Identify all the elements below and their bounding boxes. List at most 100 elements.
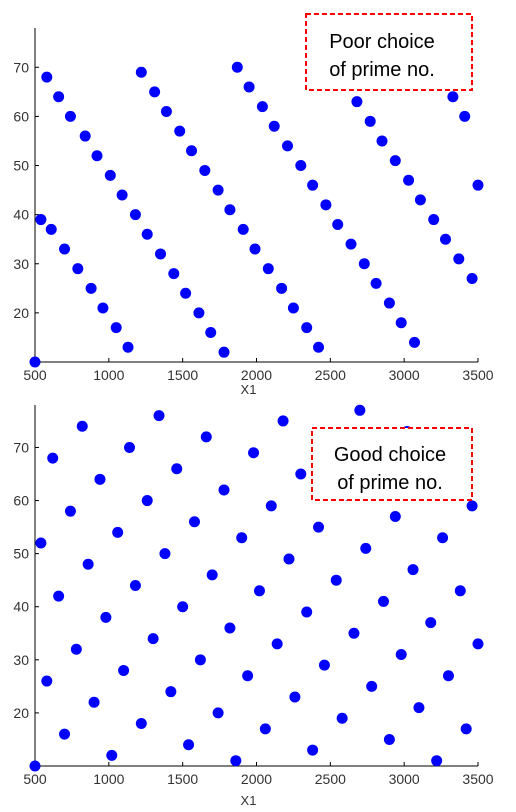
data-point	[282, 140, 294, 152]
chart-poor-prime: 500 1000 1500 2000 2500 3000 3500 20 30 40 50 60 70 X…	[13, 13, 494, 397]
data-point	[72, 263, 84, 275]
data-point	[59, 728, 71, 740]
data-point	[283, 553, 295, 565]
data-point	[168, 268, 180, 280]
y-tick-label: 30	[13, 652, 29, 668]
annotation-text: of prime no.	[329, 59, 435, 81]
data-point	[79, 130, 91, 142]
data-point	[403, 174, 415, 186]
data-point	[122, 341, 134, 353]
data-point	[413, 702, 425, 714]
data-point	[100, 611, 112, 623]
data-point	[236, 532, 248, 544]
data-point	[440, 233, 452, 245]
data-point	[135, 66, 147, 78]
data-point	[129, 209, 141, 221]
data-point	[149, 86, 161, 98]
data-point	[29, 356, 41, 368]
data-point	[428, 214, 440, 226]
data-point	[313, 521, 325, 533]
y-tick-label: 40	[13, 207, 29, 223]
data-point	[129, 580, 141, 591]
data-point	[330, 574, 342, 586]
data-point	[409, 336, 421, 348]
data-point	[97, 302, 109, 314]
data-point	[88, 696, 100, 708]
data-point	[165, 686, 177, 698]
data-point	[466, 500, 478, 512]
data-point	[171, 463, 183, 475]
data-point	[200, 431, 212, 443]
data-point	[287, 302, 299, 314]
data-point	[259, 723, 271, 735]
data-point	[193, 307, 205, 319]
x-tick-label: 3000	[389, 367, 420, 383]
data-point	[206, 569, 218, 581]
data-point	[188, 516, 200, 528]
data-point	[249, 243, 261, 255]
x-axis-label: X1	[241, 382, 257, 397]
data-point	[242, 670, 254, 682]
chart-good-prime: 500 1000 1500 2000 2500 3000 3500 20 30 40 50 60 70 X…	[13, 404, 494, 808]
data-point	[466, 273, 478, 284]
data-point	[35, 537, 47, 549]
data-point	[76, 420, 88, 432]
x-axis-label: X1	[241, 793, 257, 808]
data-point	[141, 228, 153, 240]
data-point	[224, 204, 236, 216]
x-tick-label: 2500	[315, 771, 346, 787]
data-point	[360, 542, 372, 554]
data-point	[332, 218, 344, 230]
x-tick-label: 3000	[389, 771, 420, 787]
data-point	[248, 447, 260, 459]
data-point	[199, 164, 211, 176]
data-point	[370, 277, 382, 289]
y-tick-label: 60	[13, 108, 29, 124]
y-tick-label: 40	[13, 599, 29, 615]
data-point	[383, 733, 395, 745]
data-point	[265, 500, 277, 512]
data-point	[224, 622, 236, 634]
data-point	[212, 184, 224, 196]
data-point	[389, 155, 401, 167]
y-tick-label: 50	[13, 546, 29, 562]
data-point	[59, 243, 71, 255]
data-point	[447, 91, 459, 103]
data-point	[194, 654, 206, 666]
data-point	[364, 115, 376, 127]
data-point	[472, 179, 484, 191]
data-point	[91, 150, 103, 162]
data-point	[289, 691, 301, 703]
data-point	[454, 585, 466, 597]
data-point	[110, 322, 122, 334]
data-point	[437, 532, 449, 544]
y-tick-label: 70	[13, 59, 29, 75]
data-point	[41, 71, 53, 83]
data-point	[218, 346, 230, 358]
data-point	[320, 199, 332, 211]
data-point	[307, 744, 319, 756]
x-tick-label: 1000	[93, 367, 124, 383]
data-point	[256, 101, 268, 113]
data-point	[106, 749, 118, 761]
data-point	[313, 341, 325, 353]
data-point	[336, 712, 348, 724]
y-tick-label: 20	[13, 305, 29, 321]
data-point	[262, 263, 274, 275]
data-point	[348, 627, 360, 639]
data-point	[45, 223, 57, 235]
data-point	[205, 327, 217, 339]
data-point	[307, 179, 319, 191]
data-point	[104, 169, 116, 181]
data-point	[301, 322, 313, 334]
data-point	[389, 510, 401, 522]
data-point	[160, 106, 172, 117]
data-point	[395, 649, 407, 661]
data-point	[186, 145, 198, 157]
x-tick-label: 1500	[167, 367, 198, 383]
x-tick-label: 500	[23, 771, 47, 787]
data-point	[174, 125, 186, 137]
x-tick-label: 2500	[315, 367, 346, 383]
data-point	[94, 473, 106, 485]
